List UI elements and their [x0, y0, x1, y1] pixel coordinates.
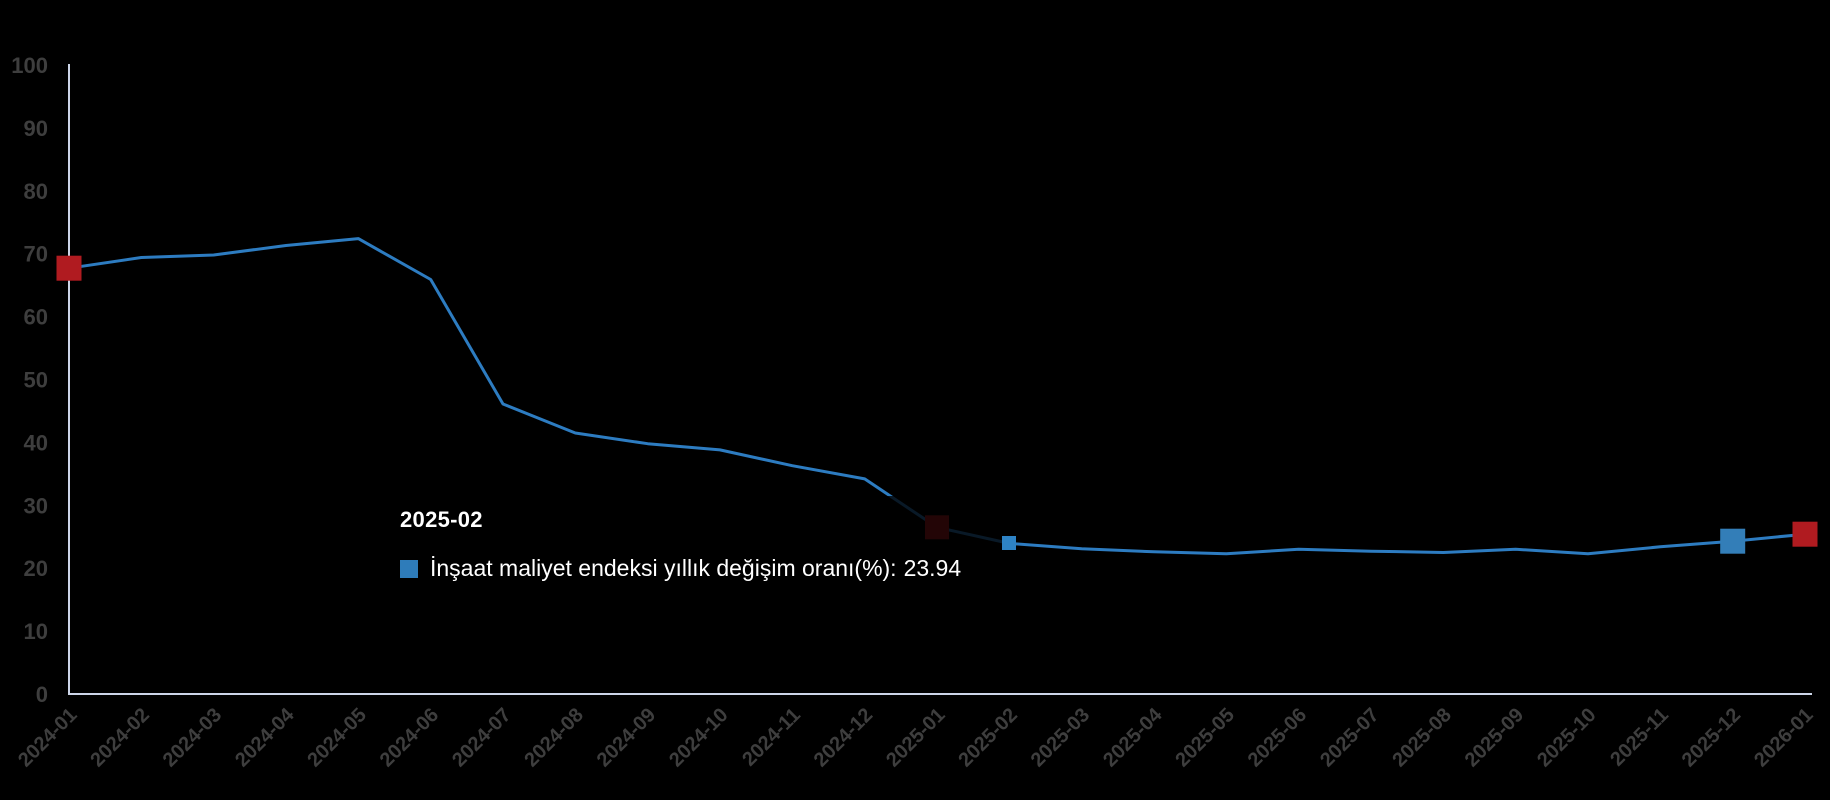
x-axis-label: 2025-05 [1171, 704, 1238, 771]
hovered-point-marker[interactable] [1002, 536, 1017, 551]
y-axis-label: 80 [24, 179, 48, 204]
y-axis-label: 20 [24, 556, 48, 581]
tooltip: 2025-02 İnşaat maliyet endeksi yıllık de… [400, 507, 961, 581]
y-axis-label: 100 [11, 53, 48, 78]
tooltip-series-label: İnşaat maliyet endeksi yıllık değişim or… [430, 555, 897, 581]
y-axis-label: 0 [36, 682, 48, 707]
x-axis-label: 2024-06 [376, 704, 443, 771]
x-axis-label: 2025-03 [1027, 704, 1094, 771]
y-axis-label: 30 [24, 493, 48, 518]
y-axis-label: 70 [24, 242, 48, 267]
x-axis-label: 2025-07 [1316, 704, 1383, 771]
tooltip-background [383, 496, 1005, 595]
x-axis-label: 2025-04 [1099, 703, 1167, 771]
x-axis-label: 2025-06 [1244, 704, 1311, 771]
y-axis-label: 40 [24, 430, 48, 455]
data-point-marker-2024-01[interactable] [56, 255, 82, 281]
x-axis-label: 2026-01 [1750, 704, 1817, 771]
y-axis-label: 60 [24, 305, 48, 330]
x-axis-label: 2025-02 [954, 704, 1021, 771]
y-axis-label: 10 [24, 619, 48, 644]
x-axis-label: 2024-04 [231, 703, 299, 771]
x-axis-label: 2024-07 [448, 704, 515, 771]
data-point-marker-2026-01[interactable] [1792, 521, 1818, 547]
x-axis-label: 2025-08 [1388, 704, 1455, 771]
x-axis-label: 2024-09 [593, 704, 660, 771]
x-axis-label: 2024-02 [86, 704, 153, 771]
x-axis-label: 2025-10 [1533, 704, 1600, 771]
tooltip-value: 23.94 [903, 555, 962, 581]
x-axis-label: 2024-08 [520, 704, 587, 771]
x-axis-label: 2024-01 [14, 704, 81, 771]
x-axis-label: 2025-12 [1678, 704, 1745, 771]
series-swatch-icon [400, 559, 418, 578]
x-axis-label: 2024-10 [665, 704, 732, 771]
y-axis-label: 90 [24, 116, 48, 141]
x-axis-label: 2025-11 [1606, 704, 1673, 771]
x-axis-label: 2024-05 [303, 704, 370, 771]
x-axis-label: 2024-03 [159, 704, 226, 771]
x-axis-label: 2024-11 [738, 704, 805, 771]
x-axis-label: 2024-12 [810, 704, 877, 771]
x-axis-label: 2025-01 [882, 704, 949, 771]
x-axis-label: 2025-09 [1461, 704, 1528, 771]
tooltip-header: 2025-02 [400, 507, 483, 532]
y-axis-label: 50 [24, 368, 48, 393]
data-point-marker-2025-12[interactable] [1720, 528, 1746, 554]
tooltip-body: İnşaat maliyet endeksi yıllık değişim or… [400, 555, 961, 582]
